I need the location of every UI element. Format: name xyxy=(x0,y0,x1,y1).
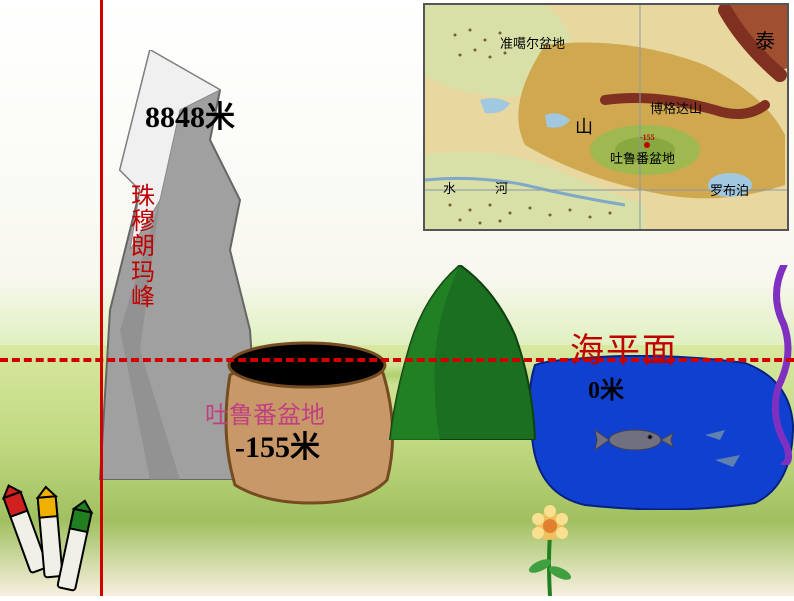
map-label-junggar: 准噶尔盆地 xyxy=(500,33,565,52)
map-label-tianshan: 山 xyxy=(575,113,593,139)
map-label-lop: 罗布泊 xyxy=(710,180,749,199)
basin-altitude: -155米 xyxy=(235,422,320,466)
map-label-tai: 泰 xyxy=(755,25,775,54)
decorative-wiggle xyxy=(764,265,794,465)
map-point-155: -155 xyxy=(640,133,655,142)
map-label-water: 水 xyxy=(443,178,456,197)
everest-altitude: 8848米 xyxy=(145,92,235,136)
flower-icon xyxy=(520,501,580,596)
map-label-river: 河 xyxy=(495,178,508,197)
map-label-bogda: 博格达山 xyxy=(650,98,702,117)
map-inset: 准噶尔盆地 山 博格达山 吐鲁番盆地 罗布泊 河 水 泰 -155 xyxy=(423,3,789,231)
sea xyxy=(525,355,794,510)
green-hill xyxy=(385,265,540,440)
sea-level-label: 海平面 xyxy=(570,323,678,372)
sea-altitude: 0米 xyxy=(588,370,624,405)
crayons-icon xyxy=(0,471,130,601)
everest-label: 珠穆朗玛峰 xyxy=(130,185,156,311)
map-label-turpan: 吐鲁番盆地 xyxy=(610,148,675,167)
